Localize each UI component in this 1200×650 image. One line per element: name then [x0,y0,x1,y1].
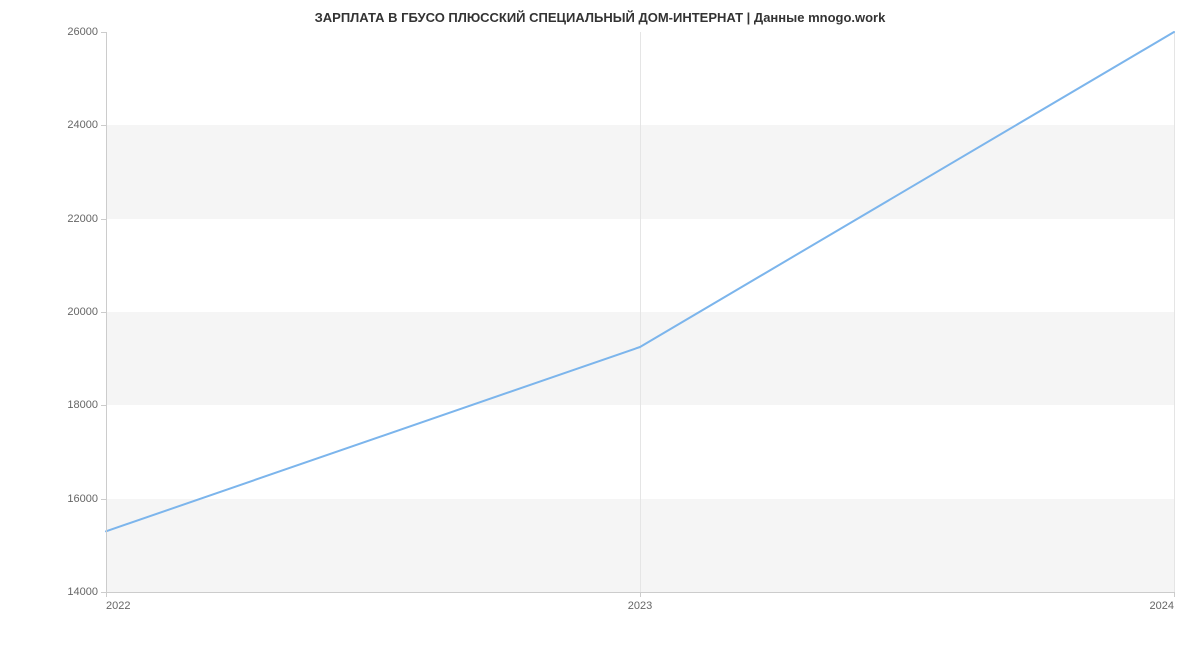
x-tick-label: 2024 [1150,600,1174,612]
chart-plot-area: 14000160001800020000220002400026000 2022… [106,32,1174,592]
x-tick-mark [1174,592,1175,597]
y-tick-mark [101,219,106,220]
salary-line [106,32,1174,531]
y-tick-mark [101,405,106,406]
y-tick-label: 26000 [67,26,98,38]
y-tick-label: 22000 [67,213,98,225]
x-tick-mark [640,592,641,597]
chart-title: ЗАРПЛАТА В ГБУСО ПЛЮССКИЙ СПЕЦИАЛЬНЫЙ ДО… [0,10,1200,25]
y-tick-label: 24000 [67,119,98,131]
gridline-vertical [1174,32,1175,592]
x-tick-label: 2022 [106,600,130,612]
y-axis-line [106,32,107,592]
y-tick-mark [101,32,106,33]
x-tick-mark [106,592,107,597]
x-tick-label: 2023 [628,600,652,612]
y-tick-label: 14000 [67,586,98,598]
line-series-layer [106,32,1174,592]
y-tick-label: 18000 [67,399,98,411]
y-tick-mark [101,125,106,126]
y-tick-mark [101,499,106,500]
y-tick-label: 20000 [67,306,98,318]
y-tick-mark [101,312,106,313]
y-tick-label: 16000 [67,493,98,505]
